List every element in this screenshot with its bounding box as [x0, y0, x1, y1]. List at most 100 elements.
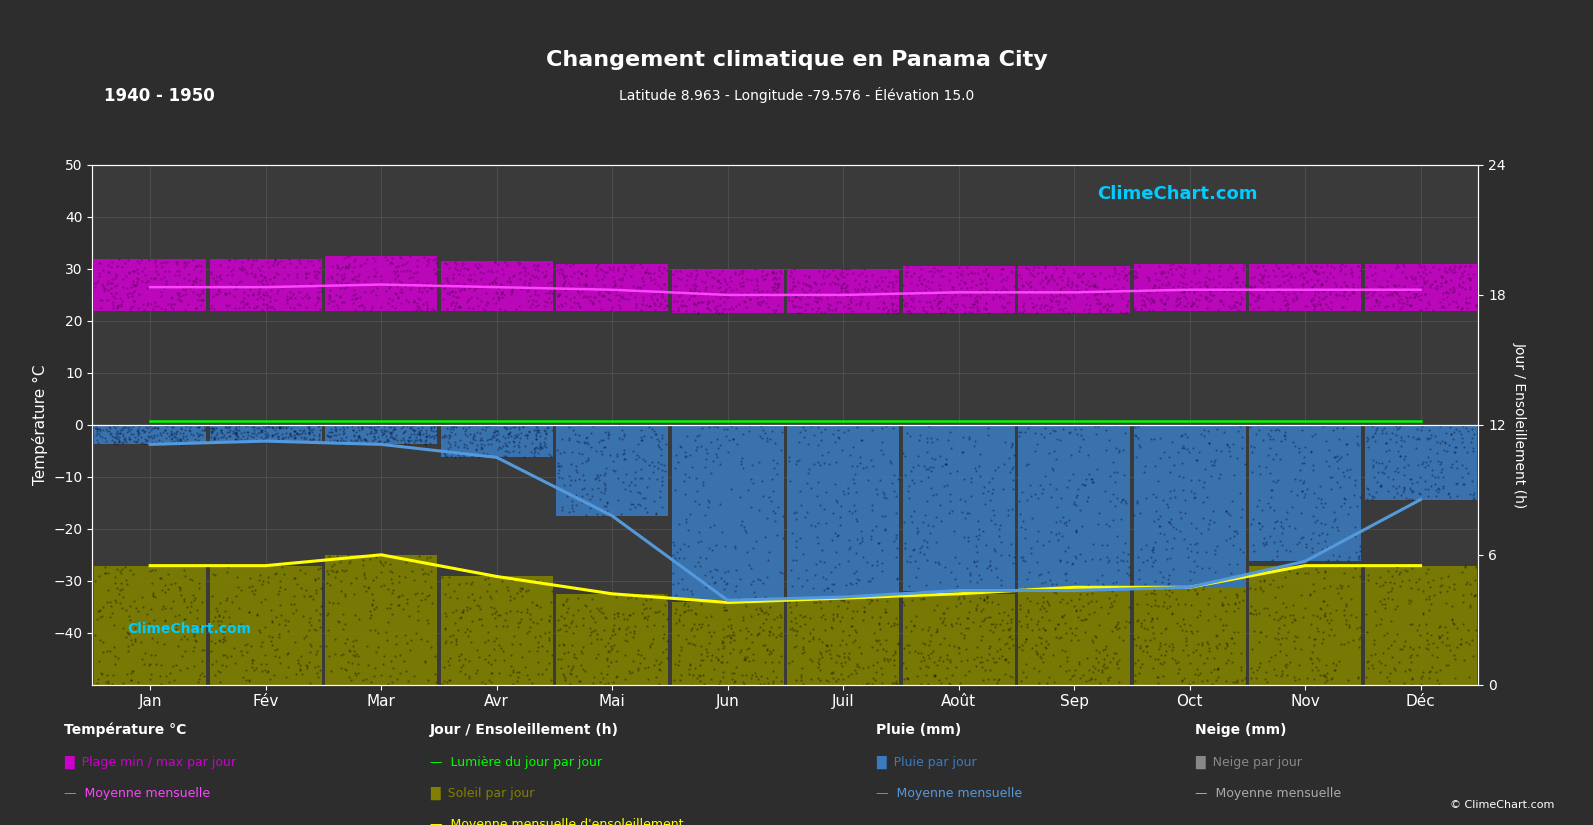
Point	[900, 302, 926, 315]
Point	[314, 577, 339, 590]
Point	[446, 290, 472, 304]
Point	[1125, 653, 1150, 667]
Point	[1051, 645, 1077, 658]
Point	[1405, 431, 1431, 444]
Point	[333, 431, 358, 444]
Point	[962, 294, 988, 307]
Point	[1034, 642, 1059, 655]
Point	[317, 291, 342, 304]
Point	[871, 523, 897, 536]
Point	[397, 435, 422, 448]
Point	[143, 657, 169, 670]
Point	[303, 603, 328, 616]
Point	[1364, 455, 1389, 469]
Point	[183, 271, 209, 285]
Point	[1424, 436, 1450, 449]
Point	[655, 299, 680, 313]
Point	[1201, 652, 1227, 665]
Point	[1094, 297, 1120, 310]
Point	[1050, 609, 1075, 622]
Point	[239, 429, 264, 442]
Point	[360, 434, 386, 447]
Point	[911, 636, 937, 649]
Point	[859, 423, 884, 436]
Point	[250, 304, 276, 317]
Point	[594, 652, 620, 665]
Point	[1204, 540, 1230, 553]
Point	[204, 274, 229, 287]
Point	[293, 300, 319, 314]
Point	[616, 665, 642, 678]
Point	[1241, 271, 1266, 284]
Point	[127, 430, 153, 443]
Point	[401, 587, 427, 601]
Point	[1026, 525, 1051, 538]
Point	[1443, 295, 1469, 309]
Point	[1169, 441, 1195, 455]
Point	[1403, 432, 1429, 446]
Point	[1125, 630, 1150, 644]
Point	[607, 288, 632, 301]
Point	[346, 299, 371, 313]
Point	[1324, 475, 1349, 488]
Point	[1228, 297, 1254, 310]
Point	[414, 616, 440, 629]
Point	[1410, 280, 1435, 294]
Point	[1225, 425, 1251, 438]
Point	[1392, 634, 1418, 648]
Point	[239, 660, 264, 673]
Point	[266, 628, 292, 641]
Point	[784, 628, 809, 641]
Point	[761, 612, 787, 625]
Point	[1153, 587, 1179, 601]
Point	[444, 263, 470, 276]
Point	[819, 578, 844, 591]
Point	[457, 601, 483, 615]
Point	[1309, 526, 1335, 540]
Point	[387, 575, 413, 588]
Point	[1324, 659, 1349, 672]
Point	[456, 280, 481, 293]
Point	[502, 268, 527, 281]
Point	[1064, 488, 1090, 501]
Point	[1067, 587, 1093, 601]
Point	[1238, 581, 1263, 594]
Point	[1174, 299, 1200, 313]
Point	[897, 480, 922, 493]
Point	[765, 280, 790, 294]
Point	[586, 604, 612, 617]
Point	[1287, 268, 1313, 281]
Point	[352, 434, 378, 447]
Point	[1207, 294, 1233, 307]
Point	[244, 299, 269, 313]
Bar	[672, 425, 784, 601]
Point	[1174, 291, 1200, 304]
Point	[233, 297, 258, 310]
Point	[927, 651, 953, 664]
Point	[1048, 282, 1074, 295]
Point	[1450, 459, 1475, 472]
Point	[967, 290, 992, 304]
Point	[785, 288, 811, 301]
Point	[954, 267, 980, 280]
Point	[414, 614, 440, 627]
Point	[956, 605, 981, 618]
Point	[746, 607, 771, 620]
Point	[930, 269, 956, 282]
Point	[811, 608, 836, 621]
Point	[977, 648, 1002, 661]
Point	[959, 280, 984, 294]
Point	[212, 634, 237, 647]
Point	[790, 678, 816, 691]
Point	[315, 296, 341, 309]
Point	[1179, 544, 1204, 557]
Point	[268, 422, 293, 435]
Point	[868, 271, 894, 284]
Point	[812, 305, 838, 318]
Point	[1225, 304, 1251, 317]
Point	[1330, 288, 1356, 301]
Point	[624, 284, 650, 297]
Point	[451, 603, 476, 616]
Point	[672, 299, 698, 312]
Point	[789, 671, 814, 684]
